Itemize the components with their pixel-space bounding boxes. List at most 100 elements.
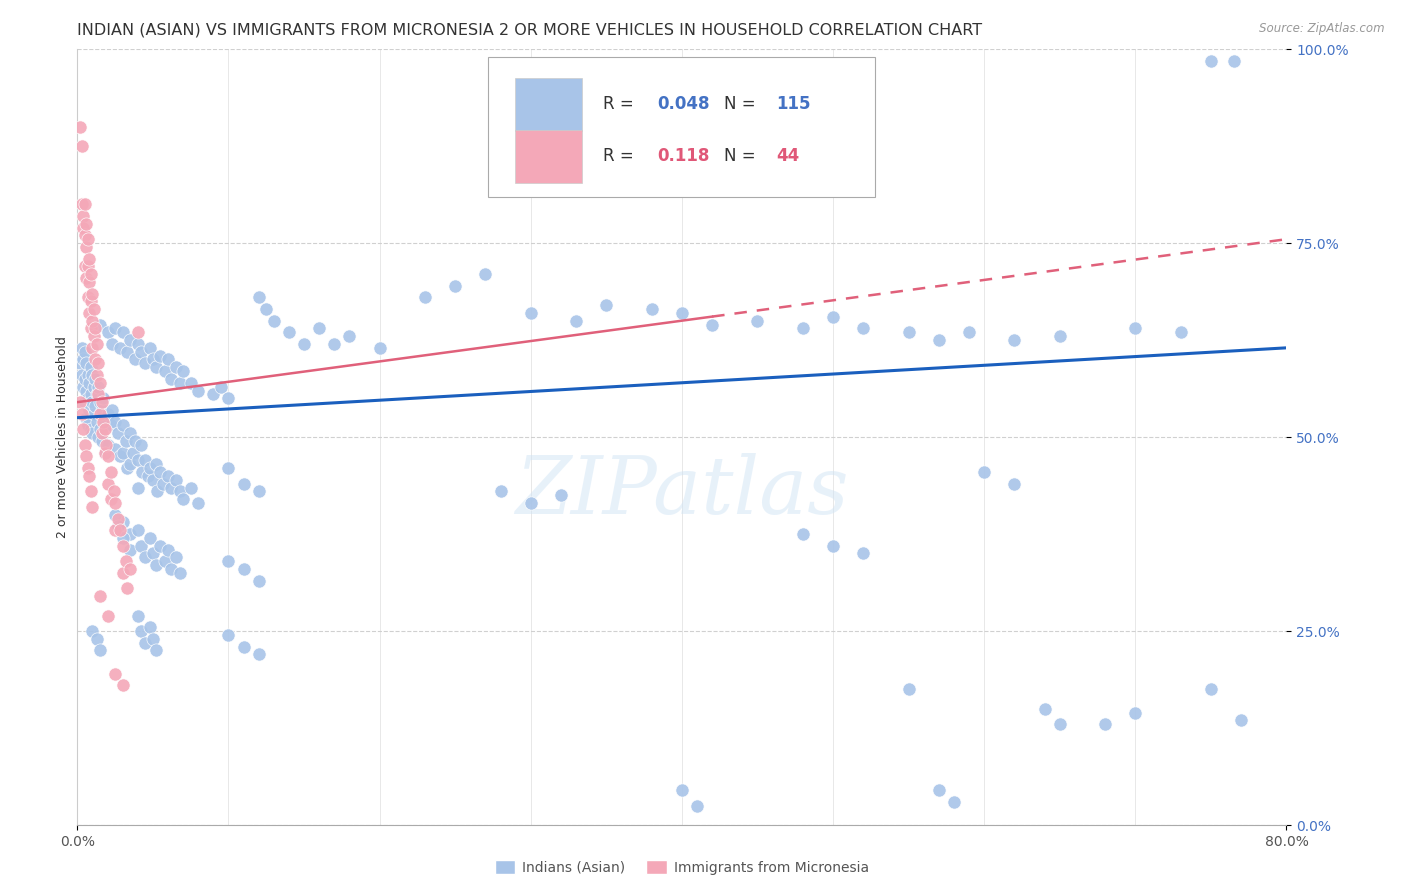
Point [89,589,111,603]
Point [247,484,270,499]
Point [111,418,134,433]
Point [187,496,209,510]
Point [107,426,129,441]
Point [114,434,136,448]
Point [82,314,104,328]
Point [165,550,187,565]
Point [91,391,114,405]
Point [129,344,152,359]
Point [96,476,118,491]
Point [111,678,134,692]
Point [122,445,145,459]
Point [111,539,134,553]
Point [93,445,115,459]
Point [247,574,270,588]
Point [218,554,240,568]
Point [82,624,104,639]
Point [89,318,111,332]
Point [520,496,543,510]
Point [73,228,96,243]
Point [145,457,167,471]
Point [72,422,94,436]
Point [89,395,111,409]
Point [165,473,187,487]
Point [100,465,122,479]
Point [232,640,254,654]
Text: R =: R = [603,147,644,165]
Point [93,415,115,429]
Point [101,337,124,351]
Point [187,384,209,398]
Point [96,326,118,340]
Point [413,290,436,304]
Point [115,582,138,596]
Point [86,337,108,351]
Point [80,294,103,309]
Point [83,407,105,421]
Text: N =: N = [724,147,761,165]
Point [323,337,346,351]
Point [73,395,96,409]
Point [84,399,107,413]
Point [134,636,156,650]
Point [90,403,112,417]
Point [474,267,496,281]
Point [792,321,814,335]
Point [108,523,131,537]
Point [139,620,162,634]
Point [218,461,240,475]
Point [75,271,97,285]
Point [93,422,115,436]
Point [120,527,142,541]
Point [263,314,285,328]
Point [169,566,191,580]
Point [80,267,103,281]
Point [1004,333,1026,347]
Point [928,333,950,347]
Point [72,379,94,393]
Point [111,531,134,545]
Point [82,500,104,514]
Point [129,539,152,553]
Point [75,217,97,231]
Point [70,341,93,355]
Point [96,407,118,421]
Point [821,310,844,324]
Point [702,318,724,332]
Point [852,321,875,335]
Point [69,395,91,409]
Point [111,516,134,530]
Point [152,476,174,491]
Point [79,469,101,483]
Point [96,450,118,464]
Point [1199,682,1222,697]
Point [89,643,111,657]
Point [127,481,149,495]
Point [146,484,169,499]
Point [79,252,101,266]
Point [550,488,572,502]
Point [93,445,115,459]
Text: 44: 44 [776,147,800,165]
Point [70,407,93,421]
Point [852,546,875,561]
Point [77,418,100,433]
Point [101,403,124,417]
Point [1049,329,1071,343]
FancyBboxPatch shape [515,129,582,183]
Point [157,542,180,557]
Point [142,473,165,487]
Point [84,352,107,367]
Point [82,341,104,355]
Point [157,469,180,483]
Point [180,481,202,495]
Point [86,387,108,401]
Point [108,341,131,355]
Point [104,415,127,429]
Point [77,368,100,382]
Point [69,120,91,134]
Point [86,632,108,646]
Point [111,326,134,340]
Point [292,337,315,351]
Point [79,376,101,390]
